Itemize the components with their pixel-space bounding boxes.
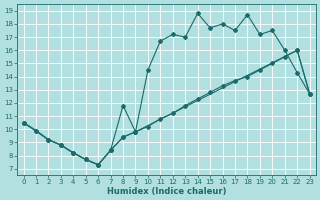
X-axis label: Humidex (Indice chaleur): Humidex (Indice chaleur) <box>107 187 226 196</box>
